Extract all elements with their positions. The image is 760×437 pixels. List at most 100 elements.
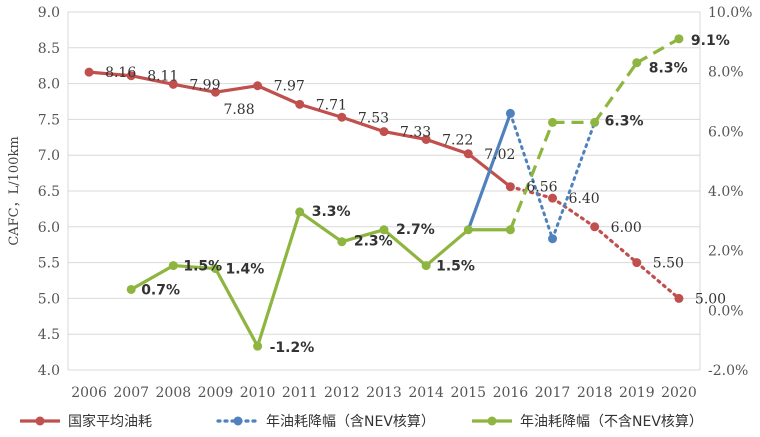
series-2-point <box>421 261 431 271</box>
series-2-point <box>295 207 305 217</box>
x-tick-label: 2015 <box>450 385 486 401</box>
data-label: 7.33 <box>400 125 431 141</box>
series-1-segment <box>466 112 512 231</box>
series-0-segment <box>635 261 681 300</box>
series-2-segment <box>256 211 302 347</box>
series-0-segment <box>341 115 385 134</box>
data-label: -1.2% <box>270 340 315 356</box>
series-0-point <box>632 258 642 268</box>
legend-label-2: 年油耗降幅（不含NEV核算） <box>520 414 703 430</box>
x-tick-label: 2018 <box>577 385 613 401</box>
series-0-point <box>674 293 684 303</box>
series-0-point <box>590 222 600 232</box>
data-label: 2.3% <box>354 234 393 250</box>
y2-tick-label: 4.0% <box>708 184 744 200</box>
series-2-segment <box>214 267 260 347</box>
data-label: 6.56 <box>526 180 557 196</box>
y-tick-label: 4.5 <box>38 327 60 343</box>
data-label: 6.40 <box>569 191 600 207</box>
series-0-point <box>379 127 389 137</box>
series-0-segment <box>593 225 639 265</box>
y2-tick-label: 8.0% <box>708 65 744 81</box>
data-label: 1.5% <box>436 259 475 275</box>
x-tick-label: 2013 <box>366 385 402 401</box>
data-label: 1.4% <box>225 262 264 278</box>
y2-tick-label: -2.0% <box>708 363 748 379</box>
series-1-point <box>548 234 558 244</box>
gridlines <box>67 11 701 371</box>
x-tick-label: 2008 <box>156 385 192 401</box>
y2-tick-label: 0.0% <box>708 303 744 319</box>
y2-tick-label: 6.0% <box>708 124 744 140</box>
data-label: 0.7% <box>141 282 180 298</box>
series-2-segment <box>341 228 385 244</box>
series-0-segment <box>130 74 174 86</box>
data-label: 8.16 <box>105 65 136 81</box>
series-0-point <box>295 99 305 109</box>
data-label: 7.97 <box>274 79 305 95</box>
data-label: 7.71 <box>316 97 347 113</box>
y-tick-label: 9.0 <box>38 5 60 21</box>
data-label: 7.88 <box>223 102 254 118</box>
series-2-segment <box>173 263 216 271</box>
data-label: 6.00 <box>611 220 642 236</box>
legend-marker-1 <box>233 416 243 426</box>
series-0-point <box>463 149 473 159</box>
data-label: 7.22 <box>442 132 473 148</box>
series-0-point <box>126 71 136 81</box>
series-0-point <box>168 79 178 89</box>
series-0-point <box>210 87 220 97</box>
series-2-point <box>126 284 136 294</box>
series-2-point <box>590 117 600 127</box>
series-0-segment <box>550 196 597 229</box>
series-2-segment <box>593 61 639 124</box>
series-2-point <box>505 225 515 235</box>
series-2-point <box>168 261 178 271</box>
x-tick-label: 2017 <box>535 385 571 401</box>
series-0-segment <box>425 137 469 156</box>
data-label: 5.50 <box>653 256 684 272</box>
data-label: 5.00 <box>695 291 726 307</box>
y-tick-label: 8.0 <box>38 77 60 93</box>
series-1-point <box>505 108 515 118</box>
y-tick-label: 5.5 <box>38 256 60 272</box>
series-0-point <box>84 67 94 77</box>
series-2-point <box>548 117 558 127</box>
data-label: 3.3% <box>312 204 351 220</box>
x-tick-label: 2020 <box>661 385 697 401</box>
y-tick-label: 7.0 <box>38 148 60 164</box>
x-tick-label: 2006 <box>71 385 107 401</box>
x-tick-label: 2019 <box>619 385 655 401</box>
series-2-point <box>674 34 684 44</box>
y-tick-label: 4.0 <box>38 363 60 379</box>
series-0-segment <box>383 129 427 142</box>
series-2-point <box>463 225 473 235</box>
data-label: 7.99 <box>189 77 220 93</box>
data-label: 7.53 <box>358 110 389 126</box>
series-0-segment <box>299 102 343 119</box>
series-2-point <box>337 237 347 247</box>
series-2-segment <box>382 228 428 267</box>
y2-tick-label: 10.0% <box>708 5 752 21</box>
series-0-point <box>337 112 347 122</box>
data-label: 8.11 <box>147 69 178 85</box>
data-label: 9.1% <box>691 33 730 49</box>
x-tick-label: 2016 <box>493 385 529 401</box>
legend: 国家平均油耗 年油耗降幅（含NEV核算） 年油耗降幅（不含NEV核算） <box>20 413 703 430</box>
x-tick-label: 2012 <box>324 385 360 401</box>
series-0-segment <box>173 82 216 94</box>
y-tick-label: 6.0 <box>38 220 60 236</box>
data-label: 2.7% <box>396 222 435 238</box>
y-tick-label: 8.5 <box>38 41 60 57</box>
series-0-point <box>253 81 263 91</box>
legend-marker-2 <box>487 416 497 426</box>
x-tick-label: 2007 <box>113 385 149 401</box>
series-2-point <box>632 58 642 68</box>
data-label: 7.02 <box>484 147 515 163</box>
series-2-segment <box>636 37 680 65</box>
data-labels: 8.16 8.11 7.997.88 7.97 7.71 7.53 7.33 7.22 7.02… <box>105 33 730 356</box>
series-2-segment <box>298 210 343 244</box>
x-tick-label: 2011 <box>282 385 318 401</box>
